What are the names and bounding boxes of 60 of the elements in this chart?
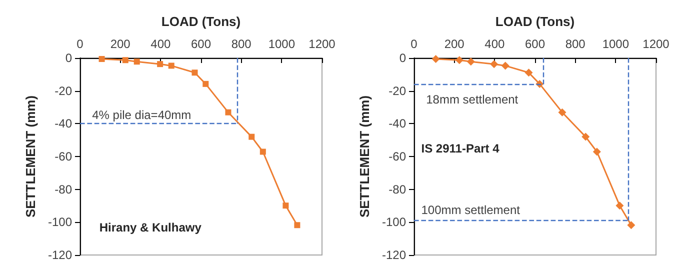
x-tick-label: 1200 bbox=[642, 37, 670, 51]
x-axis-title: LOAD (Tons) bbox=[161, 14, 241, 29]
annotation: 18mm settlement bbox=[426, 92, 519, 106]
y-tick-label: -120 bbox=[382, 248, 406, 262]
point bbox=[558, 108, 566, 116]
y-tick-label: -20 bbox=[54, 84, 72, 98]
point bbox=[168, 62, 174, 69]
point bbox=[260, 148, 266, 155]
point bbox=[432, 54, 440, 63]
x-tick-label: 1200 bbox=[308, 37, 336, 51]
x-tick-label: 400 bbox=[484, 37, 505, 51]
point bbox=[501, 62, 510, 70]
annotation: 4% pile dia=40mm bbox=[92, 108, 192, 122]
annotation: Hirany & Kulhawy bbox=[99, 220, 202, 235]
y-tick-label: -80 bbox=[388, 182, 406, 196]
point bbox=[202, 80, 209, 87]
y-tick-label: 0 bbox=[65, 51, 72, 65]
point bbox=[122, 57, 128, 64]
y-tick-label: -60 bbox=[388, 150, 406, 164]
point bbox=[248, 134, 255, 140]
point bbox=[466, 58, 475, 66]
x-tick-label: 400 bbox=[150, 37, 171, 51]
point bbox=[192, 70, 198, 76]
point bbox=[225, 109, 232, 116]
x-tick-label: 800 bbox=[231, 37, 252, 51]
point bbox=[582, 132, 590, 141]
y-tick-label: -40 bbox=[54, 116, 72, 131]
y-tick-label: -100 bbox=[48, 215, 72, 230]
point bbox=[282, 202, 289, 209]
x-tick-label: 800 bbox=[565, 37, 586, 51]
y-tick-label: -60 bbox=[54, 150, 72, 164]
point bbox=[627, 221, 636, 230]
point bbox=[294, 222, 300, 228]
x-tick-label: 0 bbox=[76, 37, 84, 51]
point bbox=[592, 148, 601, 156]
x-tick-label: 200 bbox=[110, 37, 131, 51]
point bbox=[490, 60, 498, 68]
point bbox=[455, 56, 464, 64]
y-axis-title: SETTLEMENT (mm) bbox=[357, 95, 372, 218]
x-tick-label: 600 bbox=[524, 37, 546, 51]
x-tick-label: 200 bbox=[444, 37, 465, 51]
x-tick-label: 0 bbox=[410, 37, 418, 51]
y-axis-title: SETTLEMENT (mm) bbox=[23, 95, 38, 218]
point bbox=[616, 202, 624, 210]
x-tick-label: 600 bbox=[190, 37, 212, 51]
y-tick-label: -20 bbox=[388, 84, 406, 98]
y-tick-label: -100 bbox=[382, 215, 406, 230]
x-tick-label: 1000 bbox=[602, 37, 630, 51]
x-tick-label: 1000 bbox=[268, 37, 296, 51]
point bbox=[524, 68, 533, 77]
y-tick-label: 0 bbox=[399, 51, 406, 65]
annotation: 100mm settlement bbox=[421, 202, 521, 217]
annotation: IS 2911-Part 4 bbox=[421, 142, 500, 156]
point bbox=[134, 58, 140, 65]
x-axis-title: LOAD (Tons) bbox=[495, 14, 575, 29]
y-tick-label: -120 bbox=[48, 248, 72, 262]
y-tick-label: -40 bbox=[388, 116, 406, 131]
point bbox=[98, 56, 105, 62]
y-tick-label: -80 bbox=[54, 182, 72, 196]
point bbox=[157, 61, 164, 68]
